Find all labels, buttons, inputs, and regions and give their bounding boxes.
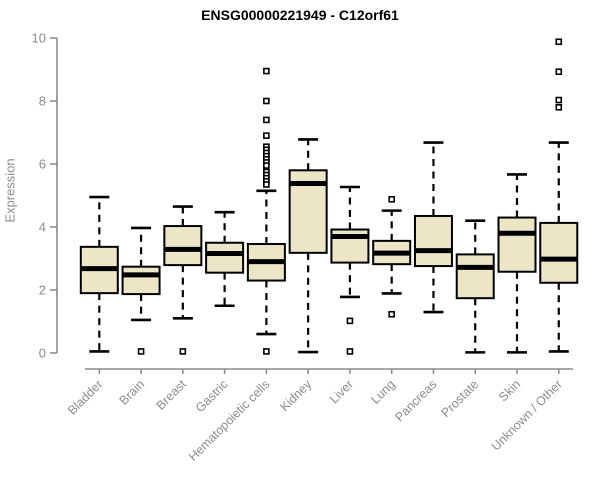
- outlier-marker: [179, 348, 187, 355]
- outlier-marker: [555, 68, 563, 76]
- outlier-marker: [388, 310, 395, 318]
- outlier-marker: [263, 181, 270, 188]
- iqr-box: [497, 216, 537, 273]
- iqr-box: [121, 265, 161, 296]
- iqr-box: [163, 225, 203, 267]
- boxplot-kidney: [288, 138, 328, 354]
- boxplot-pancreas: [413, 141, 453, 314]
- outlier-marker: [137, 348, 145, 355]
- y-tick-label: 6: [39, 157, 46, 172]
- boxplot-prostate: [455, 219, 495, 354]
- y-tick-label: 0: [39, 346, 46, 361]
- y-tick-label: 2: [39, 283, 46, 298]
- x-category-label: Liver: [327, 377, 356, 406]
- boxplot-gastric: [205, 210, 245, 308]
- x-category-label: Hematopoietic cells: [186, 377, 273, 464]
- outlier-marker: [263, 162, 270, 169]
- x-category-label: Gastric: [193, 377, 231, 415]
- outlier-marker: [555, 96, 563, 104]
- x-category-label: Brain: [117, 377, 148, 408]
- boxplot-unknown-other: [539, 38, 579, 353]
- x-category-label: Pancreas: [392, 377, 439, 424]
- outlier-marker: [555, 38, 563, 46]
- x-category-label: Prostate: [439, 377, 482, 420]
- x-category-label: Breast: [154, 377, 190, 413]
- iqr-box: [539, 221, 579, 284]
- boxplot-lung: [372, 195, 412, 318]
- outlier-marker: [263, 97, 270, 105]
- iqr-box: [455, 253, 495, 300]
- outlier-marker: [346, 317, 354, 325]
- y-tick-label: 10: [32, 31, 46, 46]
- x-category-label: Unknown / Other: [489, 377, 565, 453]
- x-category-label: Kidney: [277, 377, 314, 414]
- iqr-box: [413, 214, 453, 268]
- outlier-marker: [263, 348, 270, 355]
- outlier-marker: [263, 116, 270, 124]
- outlier-marker: [388, 195, 395, 203]
- iqr-box: [205, 241, 245, 274]
- outlier-marker: [263, 132, 270, 139]
- x-category-label: Bladder: [65, 377, 105, 417]
- boxplot-bladder: [79, 195, 119, 353]
- y-tick-label: 8: [39, 94, 46, 109]
- x-category-label: Skin: [496, 377, 523, 404]
- boxplot-skin: [497, 173, 537, 354]
- outlier-marker: [263, 67, 270, 75]
- boxplot-brain: [121, 226, 161, 355]
- boxplot-hematopoietic-cells: [246, 67, 286, 355]
- x-category-label: Lung: [368, 377, 398, 407]
- outlier-marker: [346, 348, 354, 355]
- chart-title: ENSG00000221949 - C12orf61: [201, 7, 399, 23]
- outlier-marker: [555, 104, 563, 111]
- boxplot-breast: [163, 205, 203, 355]
- boxplot-liver: [330, 185, 370, 355]
- y-tick-label: 4: [39, 220, 46, 235]
